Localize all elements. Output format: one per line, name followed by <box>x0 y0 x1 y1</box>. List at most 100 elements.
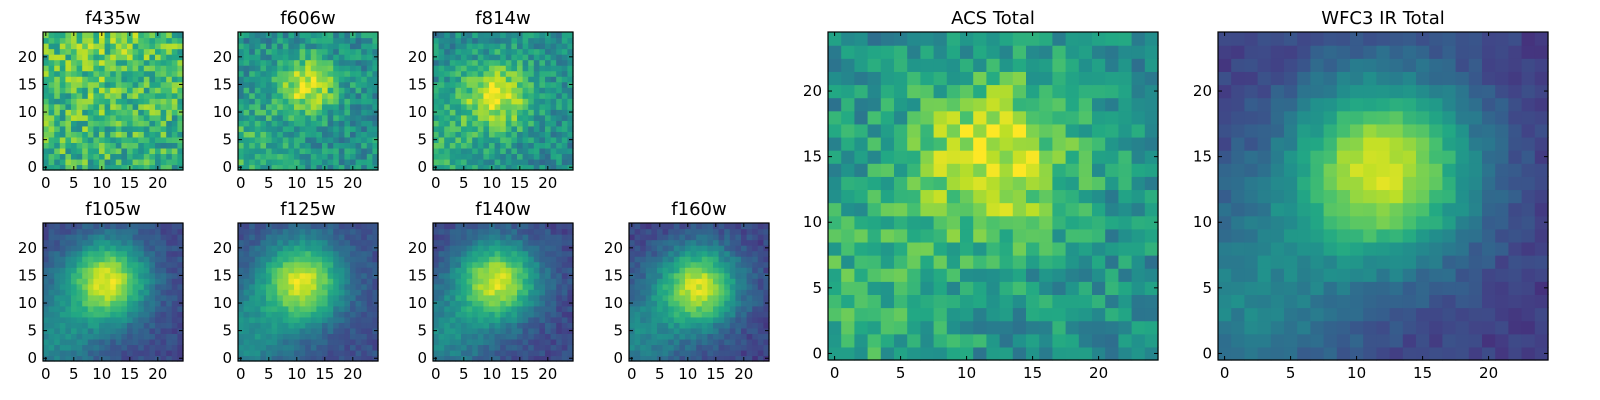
heatmap-cell <box>243 278 250 285</box>
heatmap-cell <box>322 120 329 127</box>
heatmap-cell <box>438 153 445 160</box>
heatmap-cell <box>171 294 178 301</box>
heatmap-cell <box>1105 307 1119 322</box>
heatmap-cell <box>477 223 484 230</box>
heatmap-cell <box>999 189 1014 204</box>
heatmap-cell <box>87 147 94 155</box>
heatmap-cell <box>1052 241 1067 256</box>
heatmap-cell <box>438 223 445 230</box>
heatmap-cell <box>338 37 345 44</box>
heatmap-cell <box>854 241 869 256</box>
heatmap-cell <box>690 333 697 340</box>
heatmap-cell <box>1026 346 1040 361</box>
heatmap-cell <box>350 349 357 357</box>
axes-frame <box>628 222 770 362</box>
heatmap-cell <box>316 164 323 171</box>
heatmap-cell <box>310 300 317 307</box>
heatmap-cell <box>662 305 669 312</box>
heatmap-cell <box>528 305 535 312</box>
heatmap-cell <box>841 163 855 177</box>
heatmap-cell <box>729 322 736 329</box>
heatmap-cell <box>461 158 468 166</box>
heatmap-cell <box>828 294 842 309</box>
heatmap-cell <box>472 70 479 77</box>
heatmap-cell <box>254 43 261 50</box>
heatmap-cell <box>282 164 289 171</box>
heatmap-cell <box>322 278 329 285</box>
heatmap-cell <box>299 125 306 132</box>
heatmap-cell <box>438 54 445 61</box>
heatmap-cell <box>54 98 61 105</box>
heatmap-cell <box>444 92 451 99</box>
heatmap-cell <box>511 311 518 318</box>
heatmap-cell <box>99 311 106 318</box>
heatmap-cell <box>973 163 987 177</box>
heatmap-cell <box>138 267 145 274</box>
heatmap-cell <box>322 87 329 94</box>
heatmap-cell <box>477 120 484 127</box>
heatmap-cell <box>685 245 692 252</box>
heatmap-cell <box>266 228 273 235</box>
heatmap-cell <box>110 142 117 149</box>
heatmap-cell <box>277 109 284 116</box>
heatmap-cell <box>299 272 306 279</box>
heatmap-cell <box>71 81 78 88</box>
heatmap-cell <box>249 349 256 357</box>
heatmap-cell <box>763 256 770 263</box>
heatmap-cell <box>166 355 173 362</box>
heatmap-cell <box>724 327 731 334</box>
heatmap-cell <box>500 278 507 285</box>
heatmap-cell <box>713 333 720 340</box>
heatmap-cell <box>271 272 278 279</box>
heatmap-cell <box>500 256 507 263</box>
heatmap-cell <box>696 245 703 252</box>
heatmap-cell <box>438 158 445 166</box>
heatmap-cell <box>243 300 250 307</box>
heatmap-cell <box>322 344 329 351</box>
heatmap-cell <box>54 153 61 160</box>
heatmap-cell <box>505 147 512 155</box>
heatmap-cell <box>43 43 50 50</box>
heatmap-cell <box>746 245 753 252</box>
heatmap-cell <box>477 43 484 50</box>
heatmap-cell <box>322 136 329 143</box>
heatmap-cell <box>477 349 484 357</box>
heatmap-cell <box>685 228 692 235</box>
heatmap-cell <box>254 327 261 334</box>
heatmap-cell <box>266 245 273 252</box>
heatmap-cell <box>149 223 156 230</box>
heatmap-cell <box>310 289 317 296</box>
heatmap-cell <box>160 59 167 66</box>
heatmap-cell <box>522 349 529 357</box>
heatmap-cell <box>82 92 89 99</box>
heatmap-cell <box>539 234 546 241</box>
heatmap-cell <box>338 261 345 268</box>
heatmap-cell <box>93 305 100 312</box>
heatmap-cell <box>87 153 94 160</box>
heatmap-cell <box>746 305 753 312</box>
heatmap-cell <box>355 158 362 166</box>
heatmap-cell <box>294 278 301 285</box>
heatmap-cell <box>528 327 535 334</box>
heatmap-cell <box>372 228 379 235</box>
heatmap-cell <box>477 136 484 143</box>
heatmap-cell <box>54 322 61 329</box>
heatmap-cell <box>528 311 535 318</box>
heatmap-cell <box>986 241 1001 256</box>
heatmap-cell <box>249 272 256 279</box>
heatmap-cell <box>93 48 100 55</box>
heatmap-cell <box>517 48 524 55</box>
heatmap-cell <box>640 327 647 334</box>
heatmap-cell <box>477 289 484 296</box>
heatmap-cell <box>483 109 490 116</box>
heatmap-cell <box>1092 294 1106 309</box>
heatmap-cell <box>355 48 362 55</box>
heatmap-cell <box>438 103 445 110</box>
heatmap-cell <box>177 76 184 83</box>
heatmap-cell <box>505 272 512 279</box>
heatmap-cell <box>243 109 250 116</box>
heatmap-cell <box>629 316 636 323</box>
heatmap-cell <box>299 256 306 263</box>
heatmap-cell <box>132 136 139 143</box>
heatmap-cell <box>685 316 692 323</box>
